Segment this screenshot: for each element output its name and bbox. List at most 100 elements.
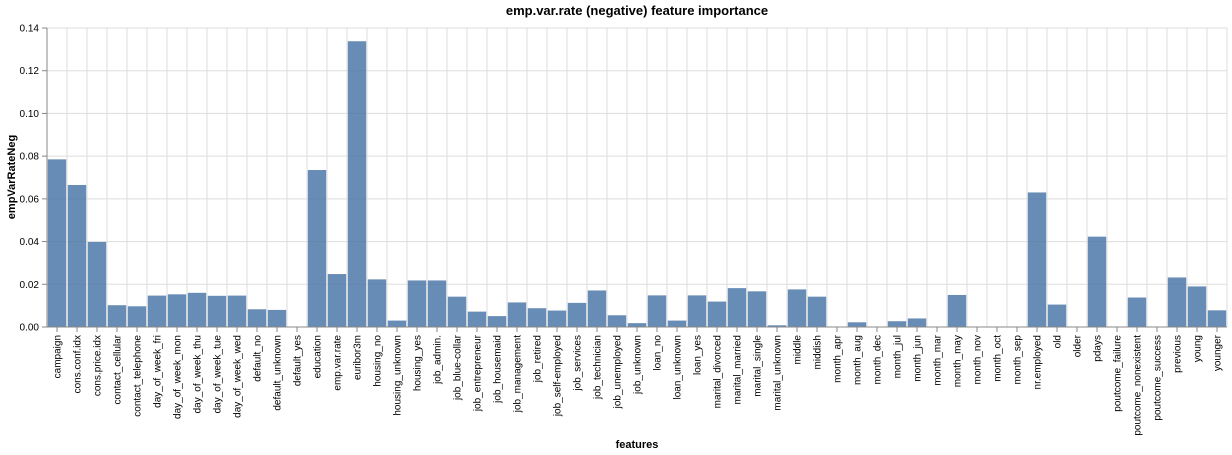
- x-tick-label: education: [313, 335, 324, 378]
- x-tick-label: housing_yes: [413, 335, 424, 391]
- x-tick-label: younger: [1213, 334, 1224, 371]
- bar-nr.employed: [1027, 192, 1047, 327]
- x-tick-label: campaign: [53, 335, 64, 378]
- x-tick-label: month_dec: [873, 335, 884, 384]
- x-tick-label: job_management: [513, 335, 524, 413]
- x-tick-label: default_unknown: [273, 335, 284, 411]
- bar-middle: [787, 289, 807, 327]
- bar-job_self-employed: [547, 310, 567, 327]
- x-tick-label: euribor3m: [353, 335, 364, 380]
- x-tick-label: default_no: [253, 335, 264, 382]
- y-tick-label: 0.00: [20, 323, 40, 334]
- bar-month_may: [947, 294, 967, 327]
- bar-younger: [1207, 310, 1227, 327]
- x-tick-label: month_mar: [933, 334, 944, 385]
- bar-euribor3m: [347, 41, 367, 328]
- x-tick-label: marital_single: [753, 335, 764, 397]
- y-tick-label: 0.12: [20, 66, 40, 77]
- x-tick-label: job_blue-collar: [453, 334, 464, 401]
- bars: [47, 41, 1227, 328]
- x-tick-label: month_jun: [913, 335, 924, 382]
- bar-job_unemployed: [607, 315, 627, 327]
- bar-emp.var.rate: [327, 274, 347, 327]
- x-tick-label: loan_no: [653, 335, 664, 371]
- x-tick-label: job_housemaid: [493, 335, 504, 404]
- x-tick-label: marital_divorced: [713, 335, 724, 408]
- x-tick-label: old: [1053, 335, 1064, 348]
- x-tick-label: day_of_week_thu: [193, 335, 204, 413]
- bar-marital_single: [747, 291, 767, 327]
- bar-old: [1047, 304, 1067, 327]
- x-tick-label: default_yes: [293, 335, 304, 386]
- bar-poutcome_nonexistent: [1127, 297, 1147, 327]
- x-tick-label: job_self-employed: [553, 335, 564, 417]
- x-tick-label: month_jul: [893, 335, 904, 378]
- bar-job_management: [507, 302, 527, 327]
- x-tick-label: month_apr: [833, 334, 844, 382]
- x-tick-label: contact_telephone: [133, 335, 144, 417]
- bar-young: [1187, 286, 1207, 327]
- x-tick-label: month_sep: [1013, 335, 1024, 385]
- x-tick-label: emp.var.rate: [333, 335, 344, 391]
- y-tick-label: 0.08: [20, 152, 40, 163]
- bar-month_aug: [847, 322, 867, 327]
- bar-job_entrepreneur: [467, 311, 487, 327]
- x-tick-label: job_unemployed: [613, 335, 624, 409]
- x-tick-label: month_nov: [973, 335, 984, 384]
- x-tick-label: older: [1073, 334, 1084, 357]
- x-tick-label: housing_unknown: [393, 335, 404, 416]
- bar-housing_no: [367, 279, 387, 327]
- x-tick-label: marital_unknown: [773, 335, 784, 411]
- bar-job_housemaid: [487, 316, 507, 327]
- y-tick-label: 0.10: [20, 109, 40, 120]
- bar-contact_telephone: [127, 306, 147, 327]
- bar-campaign: [47, 159, 67, 327]
- bar-month_jun: [907, 318, 927, 327]
- x-tick-label: job_admin.: [433, 335, 444, 385]
- x-tick-label: housing_no: [373, 335, 384, 387]
- bar-middish: [807, 296, 827, 327]
- chart-title: emp.var.rate (negative) feature importan…: [506, 3, 768, 18]
- bar-previous: [1167, 277, 1187, 327]
- x-tick-label: job_entrepreneur: [473, 334, 484, 412]
- x-tick-label: previous: [1173, 335, 1184, 373]
- axes: 0.00 0.02 0.04 0.06 0.08 0.10 0.12 0.14 campaign…: [20, 24, 1227, 436]
- bar-education: [307, 170, 327, 327]
- bar-job_services: [567, 302, 587, 327]
- x-tick-label: month_oct: [993, 335, 1004, 382]
- x-tick-label: month_may: [953, 335, 964, 387]
- bar-day_of_week_mon: [167, 294, 187, 327]
- x-axis-title: features: [616, 439, 659, 451]
- y-tick-label: 0.06: [20, 194, 40, 205]
- x-tick-label: young: [1193, 335, 1204, 362]
- x-tick-label: day_of_week_tue: [213, 335, 224, 414]
- y-tick-label: 0.14: [20, 24, 40, 35]
- x-tick-label: marital_married: [733, 335, 744, 404]
- x-tick-label: day_of_week_wed: [233, 335, 244, 418]
- x-tick-label: cons.price.idx: [93, 335, 104, 396]
- bar-housing_unknown: [387, 320, 407, 327]
- x-tick-label: loan_unknown: [673, 335, 684, 400]
- bar-loan_unknown: [667, 320, 687, 327]
- bar-contact_cellular: [107, 305, 127, 327]
- bar-job_retired: [527, 308, 547, 327]
- bar-day_of_week_wed: [227, 295, 247, 327]
- y-axis-title: empVarRateNeg: [6, 135, 18, 219]
- x-tick-label: pdays: [1093, 335, 1104, 362]
- x-tick-label: middle: [793, 335, 804, 365]
- bar-housing_yes: [407, 280, 427, 327]
- bar-loan_yes: [687, 295, 707, 327]
- bar-marital_married: [727, 288, 747, 327]
- x-tick-label: job_retired: [533, 335, 544, 383]
- x-tick-label: middish: [813, 335, 824, 369]
- x-tick-label: poutcome_failure: [1113, 335, 1124, 412]
- bar-month_jul: [887, 321, 907, 327]
- bar-job_blue-collar: [447, 296, 467, 327]
- bar-default_no: [247, 309, 267, 327]
- bar-loan_no: [647, 295, 667, 327]
- bar-cons.conf.idx: [67, 184, 87, 327]
- bar-day_of_week_fri: [147, 295, 167, 327]
- x-tick-label: day_of_week_mon: [173, 335, 184, 419]
